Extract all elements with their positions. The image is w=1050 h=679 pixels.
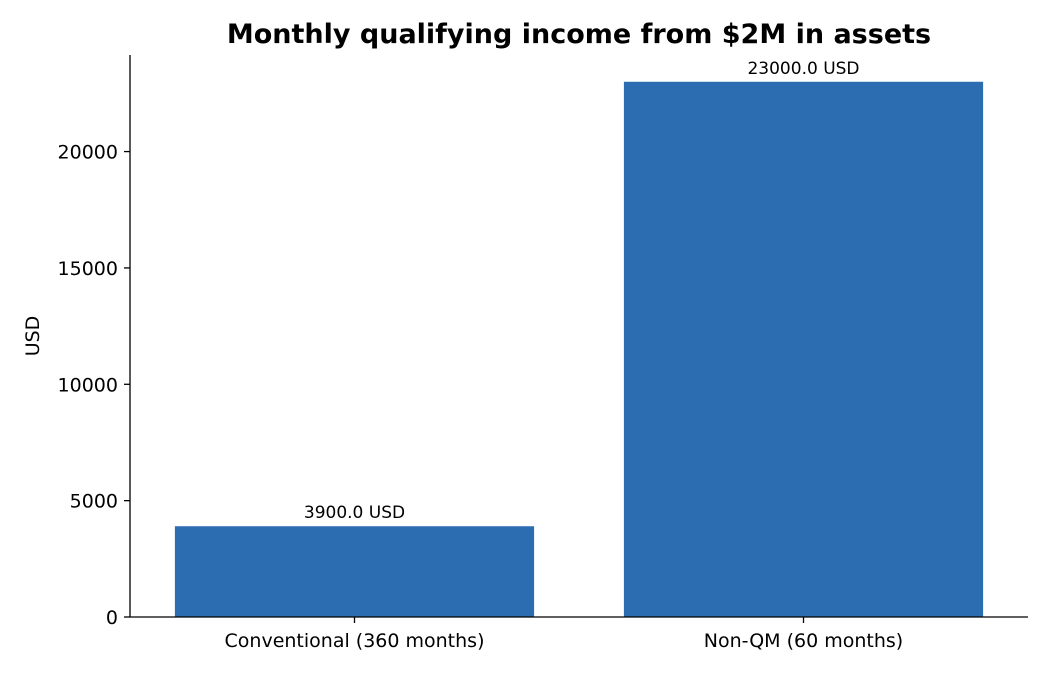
y-tick-label-1: 5000 — [70, 491, 118, 513]
x-tick-label-1: Non-QM (60 months) — [704, 630, 903, 652]
bar-0 — [174, 526, 535, 617]
chart-title: Monthly qualifying income from $2M in as… — [227, 19, 931, 50]
y-axis-ticks: 0 5000 10000 15000 20000 — [58, 142, 130, 629]
y-tick-label-4: 20000 — [58, 142, 118, 164]
bars-layer: 3900.0 USD 23000.0 USD — [174, 59, 984, 617]
y-tick-label-0: 0 — [106, 607, 118, 629]
bar-1 — [623, 81, 984, 617]
x-axis-ticks: Conventional (360 months) Non-QM (60 mont… — [225, 617, 903, 652]
bar-value-label-1: 23000.0 USD — [747, 59, 859, 79]
bar-value-label-0: 3900.0 USD — [304, 503, 405, 523]
y-tick-label-3: 15000 — [58, 258, 118, 280]
x-tick-label-0: Conventional (360 months) — [225, 630, 485, 652]
y-tick-label-2: 10000 — [58, 374, 118, 396]
y-axis-label: USD — [22, 316, 44, 357]
